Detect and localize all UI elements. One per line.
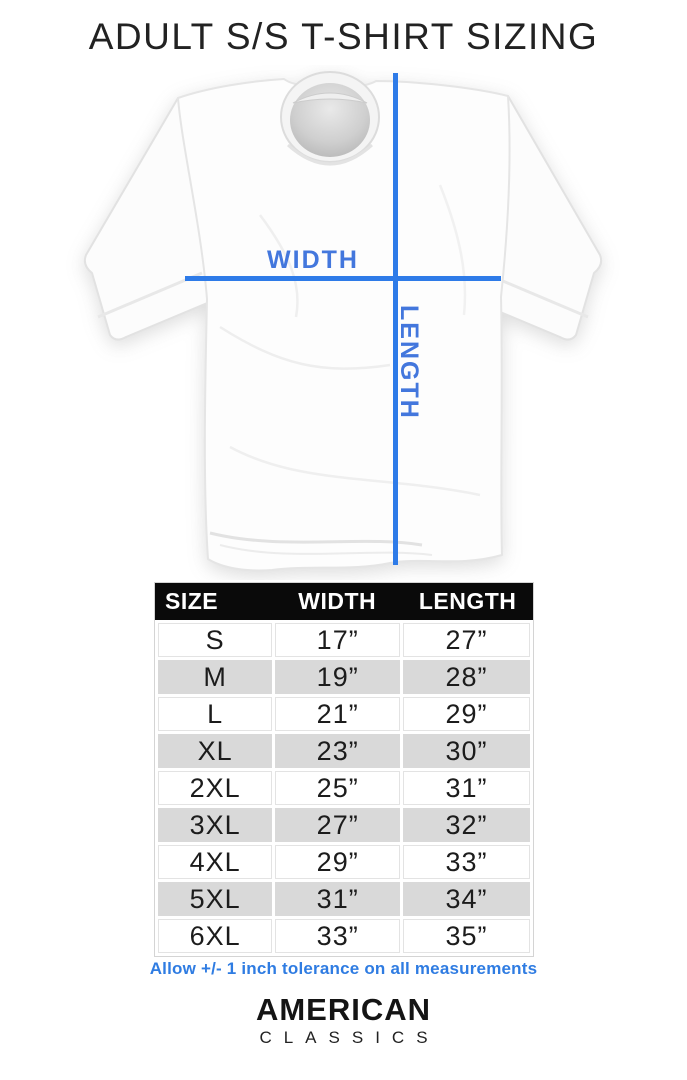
brand-name-primary: AMERICAN	[255, 992, 432, 1027]
tshirt-diagram: WIDTH LENGTH	[60, 65, 620, 580]
table-header-row: SIZE WIDTH LENGTH	[155, 583, 533, 620]
table-row: 6XL 33” 35”	[158, 919, 530, 953]
size-table: SIZE WIDTH LENGTH S 17” 27” M 19” 28” L 21” 29” X…	[154, 582, 534, 957]
table-row: S 17” 27”	[158, 623, 530, 657]
length-cell: 27”	[403, 623, 530, 657]
length-cell: 33”	[403, 845, 530, 879]
table-row: XL 23” 30”	[158, 734, 530, 768]
size-cell: XL	[158, 734, 273, 768]
header-size: SIZE	[165, 588, 219, 614]
tshirt-svg: WIDTH LENGTH	[83, 71, 603, 572]
size-cell: 5XL	[158, 882, 273, 916]
width-cell: 25”	[275, 771, 401, 805]
table-row: M 19” 28”	[158, 660, 530, 694]
page-title: ADULT S/S T-SHIRT SIZING	[88, 16, 599, 57]
width-cell: 17”	[275, 623, 401, 657]
tolerance-note: Allow +/- 1 inch tolerance on all measur…	[149, 959, 538, 978]
header-length: LENGTH	[418, 588, 517, 614]
table-row: 4XL 29” 33”	[158, 845, 530, 879]
size-cell: 6XL	[158, 919, 273, 953]
table-row: 5XL 31” 34”	[158, 882, 530, 916]
table-body: S 17” 27” M 19” 28” L 21” 29” XL 23” 30” 2XL 25” 31” 3X…	[155, 620, 533, 956]
width-cell: 21”	[275, 697, 401, 731]
size-cell: 2XL	[158, 771, 273, 805]
width-measure-line	[185, 276, 501, 281]
length-cell: 29”	[403, 697, 530, 731]
width-cell: 27”	[275, 808, 401, 842]
size-cell: M	[158, 660, 273, 694]
size-cell: S	[158, 623, 273, 657]
length-cell: 31”	[403, 771, 530, 805]
size-cell: 4XL	[158, 845, 273, 879]
length-cell: 34”	[403, 882, 530, 916]
length-cell: 35”	[403, 919, 530, 953]
width-cell: 23”	[275, 734, 401, 768]
header-width: WIDTH	[298, 588, 377, 614]
table-row: 2XL 25” 31”	[158, 771, 530, 805]
length-cell: 28”	[403, 660, 530, 694]
length-label: LENGTH	[395, 305, 423, 420]
brand-name-secondary: CLASSICS	[259, 1028, 440, 1048]
size-cell: L	[158, 697, 273, 731]
table-row: 3XL 27” 32”	[158, 808, 530, 842]
width-label: WIDTH	[267, 246, 359, 274]
width-cell: 33”	[275, 919, 401, 953]
size-cell: 3XL	[158, 808, 273, 842]
table-row: L 21” 29”	[158, 697, 530, 731]
tshirt-image	[83, 71, 603, 572]
width-cell: 29”	[275, 845, 401, 879]
length-cell: 30”	[403, 734, 530, 768]
brand-logo: AMERICAN CLASSICS	[0, 992, 687, 1048]
length-measure-line	[393, 73, 398, 565]
width-cell: 19”	[275, 660, 401, 694]
length-cell: 32”	[403, 808, 530, 842]
width-cell: 31”	[275, 882, 401, 916]
